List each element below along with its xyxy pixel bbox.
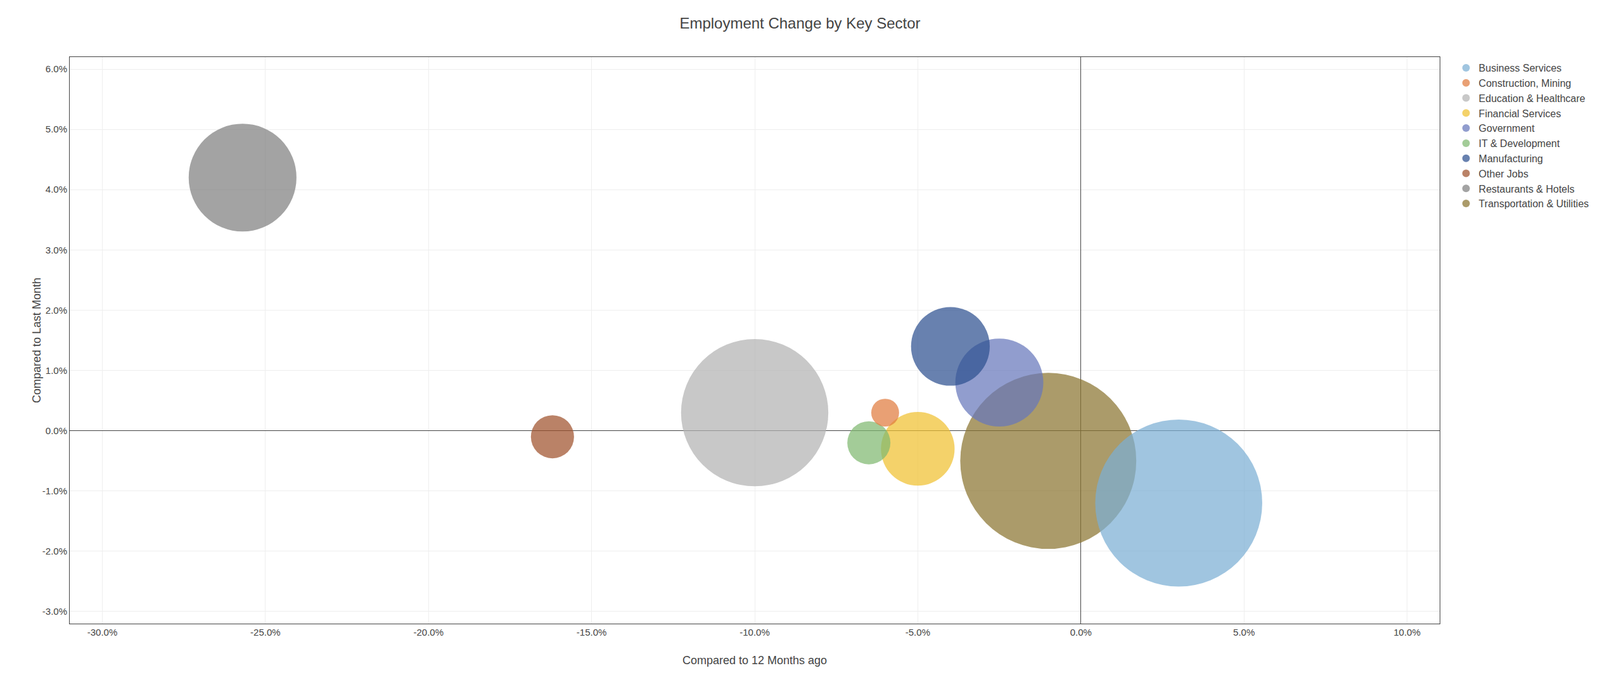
svg-text:Compared to Last Month: Compared to Last Month <box>30 277 44 404</box>
svg-text:Compared to 12 Months ago: Compared to 12 Months ago <box>682 653 827 667</box>
svg-text:IT & Development: IT & Development <box>1478 138 1561 149</box>
svg-text:10.0%: 10.0% <box>1393 626 1421 638</box>
svg-text:3.0%: 3.0% <box>45 244 68 256</box>
svg-text:Transportation & Utilities: Transportation & Utilities <box>1478 198 1590 210</box>
svg-text:Other Jobs: Other Jobs <box>1478 168 1529 180</box>
svg-text:Business Services: Business Services <box>1478 62 1562 74</box>
svg-text:-1.0%: -1.0% <box>42 485 68 497</box>
svg-text:Education & Healthcare: Education & Healthcare <box>1478 93 1586 104</box>
svg-text:5.0%: 5.0% <box>45 123 68 135</box>
svg-text:Government: Government <box>1478 122 1536 134</box>
svg-text:-25.0%: -25.0% <box>250 626 281 638</box>
svg-text:0.0%: 0.0% <box>1070 626 1092 638</box>
svg-text:0.0%: 0.0% <box>45 425 68 436</box>
svg-text:Construction, Mining: Construction, Mining <box>1478 77 1572 89</box>
svg-text:-20.0%: -20.0% <box>413 626 444 638</box>
svg-text:-2.0%: -2.0% <box>42 545 68 557</box>
svg-text:Manufacturing: Manufacturing <box>1478 153 1543 165</box>
svg-text:2.0%: 2.0% <box>45 304 68 316</box>
svg-text:-3.0%: -3.0% <box>42 605 68 617</box>
svg-text:1.0%: 1.0% <box>45 364 68 376</box>
svg-text:Financial Services: Financial Services <box>1478 108 1562 120</box>
svg-text:Employment Change by Key Secto: Employment Change by Key Sector <box>679 14 921 32</box>
svg-text:5.0%: 5.0% <box>1233 626 1255 638</box>
svg-text:-30.0%: -30.0% <box>87 626 118 638</box>
svg-text:4.0%: 4.0% <box>45 183 68 195</box>
svg-text:-10.0%: -10.0% <box>739 626 770 638</box>
svg-text:Restaurants & Hotels: Restaurants & Hotels <box>1478 183 1575 195</box>
svg-text:6.0%: 6.0% <box>45 63 68 75</box>
svg-text:-15.0%: -15.0% <box>576 626 608 638</box>
svg-text:-5.0%: -5.0% <box>905 626 931 638</box>
